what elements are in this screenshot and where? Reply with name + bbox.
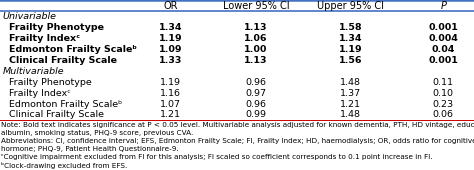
Text: 1.19: 1.19 [160,78,181,87]
Text: 0.001: 0.001 [428,23,458,32]
Text: 0.001: 0.001 [428,56,458,65]
Text: 1.13: 1.13 [244,23,268,32]
Text: 0.97: 0.97 [246,89,266,98]
Text: Edmonton Frailty Scaleᵇ: Edmonton Frailty Scaleᵇ [9,45,137,54]
Text: ᶜCognitive impairment excluded from FI for this analysis; FI scaled so coefficie: ᶜCognitive impairment excluded from FI f… [1,154,433,160]
Text: 1.19: 1.19 [159,34,182,43]
Text: 0.04: 0.04 [431,45,455,54]
Text: 1.56: 1.56 [339,56,363,65]
Text: 1.37: 1.37 [340,89,361,98]
Text: 1.48: 1.48 [340,110,361,120]
Text: Clinical Frailty Scale: Clinical Frailty Scale [9,110,104,120]
Text: 1.21: 1.21 [160,110,181,120]
Text: 1.48: 1.48 [340,78,361,87]
Text: Frailty Phenotype: Frailty Phenotype [9,78,92,87]
Text: Clinical Frailty Scale: Clinical Frailty Scale [9,56,118,65]
Text: Note: Bold text indicates significance at P < 0.05 level. Multivariable analysis: Note: Bold text indicates significance a… [1,122,474,128]
Text: Abbreviations: CI, confidence interval; EFS, Edmonton Frailty Scale; FI, Frailty: Abbreviations: CI, confidence interval; … [1,138,474,144]
Text: Edmonton Frailty Scaleᵇ: Edmonton Frailty Scaleᵇ [9,100,123,109]
Text: 0.96: 0.96 [246,78,266,87]
Text: 1.19: 1.19 [339,45,363,54]
Text: 1.06: 1.06 [244,34,268,43]
Text: 0.99: 0.99 [246,110,266,120]
Text: albumin, smoking status, PHQ-9 score, previous CVA.: albumin, smoking status, PHQ-9 score, pr… [1,130,194,136]
Text: Frailty Phenotype: Frailty Phenotype [9,23,104,32]
Text: 0.11: 0.11 [433,78,454,87]
Text: hormone; PHQ-9, Patient Health Questionnaire-9.: hormone; PHQ-9, Patient Health Questionn… [1,146,179,152]
Text: P: P [440,1,446,11]
Text: 1.07: 1.07 [160,100,181,109]
Text: ᵇClock-drawing excluded from EFS.: ᵇClock-drawing excluded from EFS. [1,162,128,169]
Text: 1.09: 1.09 [159,45,182,54]
Text: 1.16: 1.16 [160,89,181,98]
Text: 0.96: 0.96 [246,100,266,109]
Text: Multivariable: Multivariable [2,67,64,76]
Text: 1.34: 1.34 [339,34,363,43]
Text: OR: OR [164,1,178,11]
Text: 0.004: 0.004 [428,34,458,43]
Text: Lower 95% CI: Lower 95% CI [223,1,289,11]
Text: 1.21: 1.21 [340,100,361,109]
Text: 1.33: 1.33 [159,56,182,65]
Text: 0.23: 0.23 [433,100,454,109]
Text: 0.06: 0.06 [433,110,454,120]
Text: Frailty Indexᶜ: Frailty Indexᶜ [9,89,72,98]
Text: Upper 95% CI: Upper 95% CI [317,1,384,11]
Text: Univariable: Univariable [2,12,56,21]
Text: Frailty Indexᶜ: Frailty Indexᶜ [9,34,81,43]
Text: 1.34: 1.34 [159,23,182,32]
Text: 1.58: 1.58 [339,23,363,32]
Text: 1.13: 1.13 [244,56,268,65]
Text: 0.10: 0.10 [433,89,454,98]
Text: 1.00: 1.00 [244,45,268,54]
